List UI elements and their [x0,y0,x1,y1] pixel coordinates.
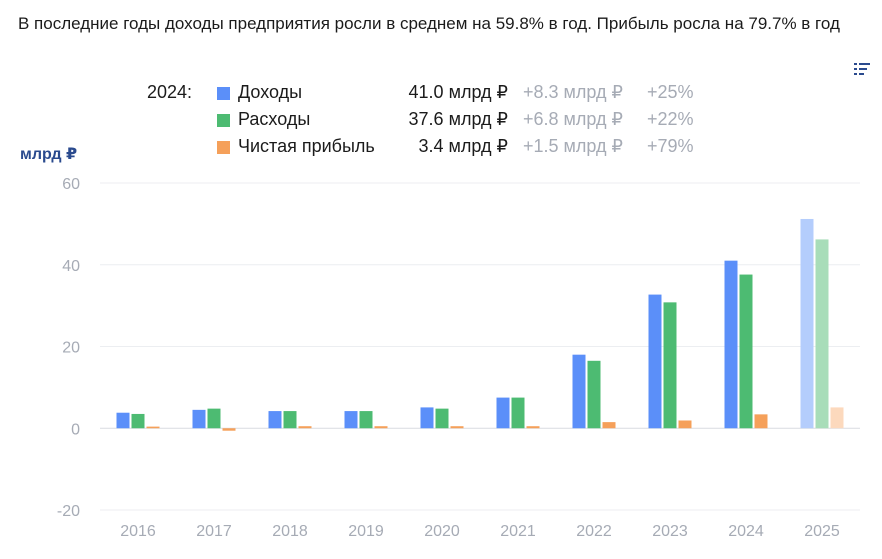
legend-delta-revenue: +8.3 млрд ₽ [523,82,623,102]
x-tick-label: 2025 [804,523,840,540]
legend-year: 2024: [147,82,193,102]
x-tick-label: 2023 [652,523,688,540]
legend-name-revenue: Доходы [238,82,303,102]
bar-Расходы-2022 [587,360,601,429]
bar-Чистая прибыль-2018 [298,426,312,429]
legend-pct-revenue: +25% [647,82,694,102]
legend-swatch-net-profit [217,141,230,154]
bar-Доходы-2024 [724,260,738,429]
bar-Чистая прибыль-2025 [830,407,844,429]
bar-Доходы-2021 [496,397,510,429]
bar-Чистая прибыль-2019 [374,426,388,429]
bar-Доходы-2016 [116,412,130,429]
bar-Чистая прибыль-2020 [450,426,464,429]
legend-delta-net-profit: +1.5 млрд ₽ [523,136,623,156]
bar-Расходы-2023 [663,302,677,429]
x-tick-label: 2020 [424,523,460,540]
bar-Доходы-2017 [192,409,206,429]
bar-Расходы-2025 [815,239,829,429]
y-tick-label: 40 [62,258,80,275]
x-tick-label: 2024 [728,523,764,540]
bar-Чистая прибыль-2022 [602,422,616,429]
y-tick-label: 0 [71,421,80,438]
legend-name-expenses: Расходы [238,109,311,129]
bar-Чистая прибыль-2023 [678,420,692,429]
bar-Расходы-2024 [739,274,753,429]
legend-value-expenses: 37.6 млрд ₽ [408,109,508,129]
x-tick-label: 2022 [576,523,612,540]
bar-Чистая прибыль-2016 [146,426,160,429]
y-axis-unit: млрд ₽ [20,146,78,163]
bar-Расходы-2020 [435,408,449,429]
legend-swatch-revenue [217,87,230,100]
bar-Доходы-2023 [648,294,662,429]
legend-value-revenue: 41.0 млрд ₽ [408,82,508,102]
bar-Расходы-2018 [283,411,297,429]
bar-Чистая прибыль-2021 [526,426,540,429]
legend-delta-expenses: +6.8 млрд ₽ [523,109,623,129]
x-tick-label: 2021 [500,523,536,540]
bar-Чистая прибыль-2017 [222,428,236,431]
x-tick-label: 2017 [196,523,232,540]
legend: 2024: Доходы 41.0 млрд ₽ +8.3 млрд ₽ +25… [0,82,882,162]
bar-Чистая прибыль-2024 [754,414,768,429]
legend-pct-expenses: +22% [647,109,694,129]
legend-row-expenses: Расходы 37.6 млрд ₽ +6.8 млрд ₽ +22% [0,109,882,135]
bar-Доходы-2019 [344,411,358,429]
legend-swatch-expenses [217,114,230,127]
legend-row-revenue: Доходы 41.0 млрд ₽ +8.3 млрд ₽ +25% [0,82,882,108]
bar-Расходы-2021 [511,397,525,429]
bar-Расходы-2017 [207,408,221,429]
x-tick-label: 2016 [120,523,156,540]
x-tick-label: 2019 [348,523,384,540]
bar-Расходы-2016 [131,413,145,429]
legend-pct-net-profit: +79% [647,136,694,156]
filter-list-icon[interactable] [852,60,872,78]
legend-value-net-profit: 3.4 млрд ₽ [418,136,508,156]
y-tick-label: 60 [62,176,80,193]
legend-row-net-profit: Чистая прибыль 3.4 млрд ₽ +1.5 млрд ₽ +7… [0,136,882,162]
bar-Доходы-2025 [800,218,814,429]
bar-Расходы-2019 [359,411,373,429]
legend-name-net-profit: Чистая прибыль [238,136,375,156]
bar-Доходы-2018 [268,411,282,429]
bar-Доходы-2022 [572,354,586,429]
bar-Доходы-2020 [420,407,434,429]
x-tick-label: 2018 [272,523,308,540]
y-tick-label: 20 [62,340,80,357]
headline: В последние годы доходы предприятия росл… [18,14,840,33]
y-tick-label: -20 [57,503,80,520]
